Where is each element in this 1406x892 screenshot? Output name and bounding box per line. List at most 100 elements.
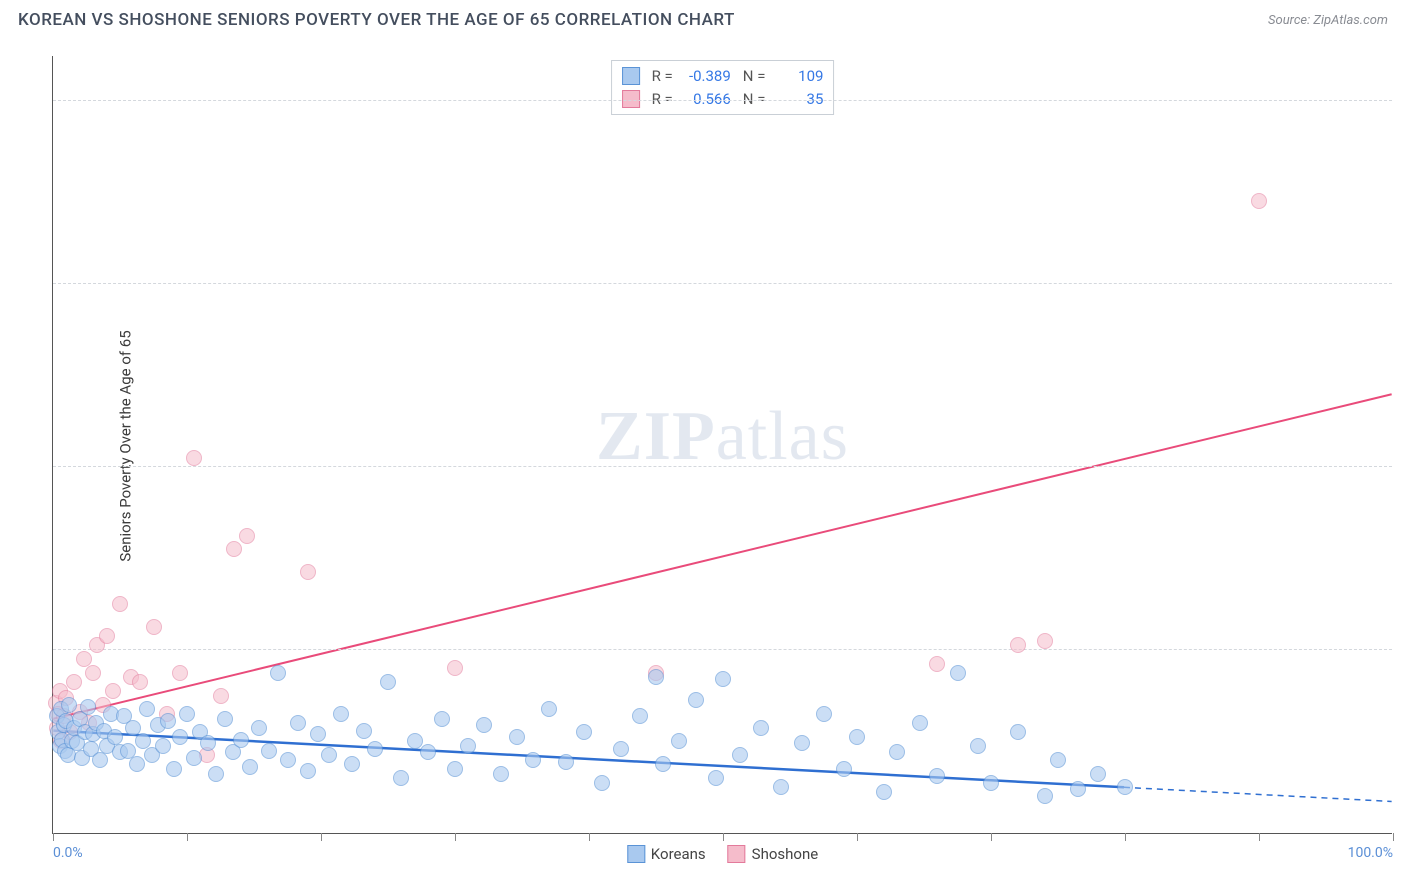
data-point xyxy=(290,715,306,731)
chart-source: Source: ZipAtlas.com xyxy=(1268,13,1388,28)
data-point xyxy=(280,752,296,768)
data-point xyxy=(773,779,789,795)
data-point xyxy=(836,761,852,777)
chart-title: KOREAN VS SHOSHONE SENIORS POVERTY OVER … xyxy=(18,10,735,30)
data-point xyxy=(242,759,258,775)
data-point xyxy=(129,756,145,772)
stats-legend: R = -0.389 N = 109 R = 0.566 N = 35 xyxy=(611,60,835,115)
data-point xyxy=(715,671,731,687)
gridline xyxy=(53,466,1392,467)
data-point xyxy=(166,761,182,777)
swatch-shoshone xyxy=(728,845,746,863)
data-point xyxy=(155,738,171,754)
swatch-koreans xyxy=(622,67,640,85)
data-point xyxy=(356,723,372,739)
swatch-koreans xyxy=(627,845,645,863)
data-point xyxy=(407,733,423,749)
x-tick xyxy=(321,833,322,841)
data-point xyxy=(217,711,233,727)
x-tick xyxy=(1125,833,1126,841)
scatter-chart: ZIPatlas R = -0.389 N = 109 R = 0.566 N … xyxy=(52,56,1392,834)
data-point xyxy=(270,665,286,681)
data-point xyxy=(213,688,229,704)
data-point xyxy=(380,674,396,690)
data-point xyxy=(950,665,966,681)
data-point xyxy=(107,729,123,745)
data-point xyxy=(321,747,337,763)
data-point xyxy=(1037,633,1053,649)
data-point xyxy=(541,701,557,717)
data-point xyxy=(434,711,450,727)
data-point xyxy=(300,763,316,779)
data-point xyxy=(233,732,249,748)
data-point xyxy=(160,713,176,729)
data-point xyxy=(708,770,724,786)
x-tick xyxy=(857,833,858,841)
chart-header: KOREAN VS SHOSHONE SENIORS POVERTY OVER … xyxy=(0,0,1406,36)
data-point xyxy=(632,708,648,724)
data-point xyxy=(333,706,349,722)
data-point xyxy=(186,450,202,466)
data-point xyxy=(1090,766,1106,782)
data-point xyxy=(1010,724,1026,740)
data-point xyxy=(393,770,409,786)
data-point xyxy=(613,741,629,757)
data-point xyxy=(420,744,436,760)
x-tick xyxy=(187,833,188,841)
data-point xyxy=(310,726,326,742)
data-point xyxy=(300,564,316,580)
data-point xyxy=(794,735,810,751)
data-point xyxy=(688,692,704,708)
x-tick xyxy=(455,833,456,841)
data-point xyxy=(525,752,541,768)
data-point xyxy=(226,541,242,557)
legend-item-koreans: Koreans xyxy=(627,845,706,863)
data-point xyxy=(983,775,999,791)
data-point xyxy=(849,729,865,745)
x-tick-label: 100.0% xyxy=(1348,845,1393,861)
data-point xyxy=(732,747,748,763)
data-point xyxy=(929,768,945,784)
data-point xyxy=(80,699,96,715)
data-point xyxy=(261,743,277,759)
data-point xyxy=(876,784,892,800)
data-point xyxy=(594,775,610,791)
x-tick xyxy=(1393,833,1394,841)
data-point xyxy=(493,766,509,782)
stats-row-koreans: R = -0.389 N = 109 xyxy=(622,65,824,88)
gridline xyxy=(53,649,1392,650)
x-tick xyxy=(589,833,590,841)
data-point xyxy=(208,766,224,782)
data-point xyxy=(172,729,188,745)
data-point xyxy=(648,669,664,685)
x-tick xyxy=(53,833,54,841)
gridline xyxy=(53,100,1392,101)
x-tick xyxy=(991,833,992,841)
swatch-shoshone xyxy=(622,90,640,108)
data-point xyxy=(92,752,108,768)
data-point xyxy=(753,720,769,736)
data-point xyxy=(251,720,267,736)
data-point xyxy=(655,756,671,772)
data-point xyxy=(816,706,832,722)
data-point xyxy=(460,738,476,754)
data-point xyxy=(912,715,928,731)
data-point xyxy=(66,674,82,690)
trend-lines xyxy=(53,56,1392,833)
data-point xyxy=(132,674,148,690)
data-point xyxy=(447,761,463,777)
data-point xyxy=(1117,779,1133,795)
data-point xyxy=(970,738,986,754)
watermark: ZIPatlas xyxy=(596,397,849,477)
data-point xyxy=(186,750,202,766)
data-point xyxy=(105,683,121,699)
data-point xyxy=(889,744,905,760)
x-tick xyxy=(723,833,724,841)
data-point xyxy=(1037,788,1053,804)
data-point xyxy=(476,717,492,733)
legend-item-shoshone: Shoshone xyxy=(728,845,819,863)
data-point xyxy=(367,741,383,757)
bottom-legend: Koreans Shoshone xyxy=(627,845,818,863)
stats-row-shoshone: R = 0.566 N = 35 xyxy=(622,88,824,111)
x-tick xyxy=(1259,833,1260,841)
